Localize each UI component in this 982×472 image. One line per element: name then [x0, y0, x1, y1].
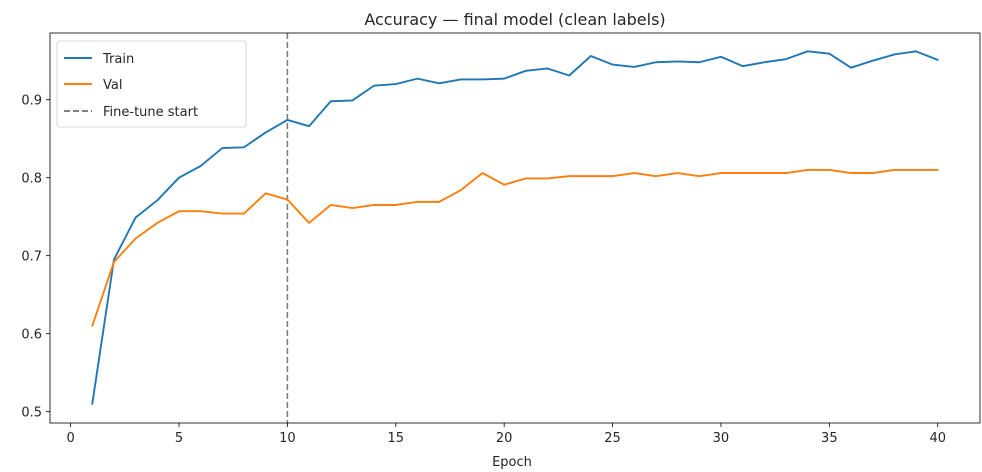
- x-axis-label: Epoch: [492, 455, 532, 470]
- x-tick-label: 15: [387, 431, 404, 446]
- legend: Train Val Fine-tune start: [56, 40, 247, 128]
- chart-title: Accuracy — final model (clean labels): [364, 10, 665, 29]
- x-tick-label: 35: [821, 431, 838, 446]
- x-tick-label: 10: [279, 431, 296, 446]
- x-tick-label: 20: [496, 431, 513, 446]
- legend-label-train: Train: [102, 52, 134, 67]
- legend-box: [56, 40, 247, 128]
- x-tick-label: 5: [175, 431, 183, 446]
- legend-label-val: Val: [103, 78, 122, 93]
- y-tick-label: 0.6: [21, 328, 42, 343]
- x-tick-label: 40: [929, 431, 946, 446]
- y-tick-label: 0.7: [21, 250, 42, 265]
- x-tick-label: 30: [713, 431, 730, 446]
- plot-frame: [49, 32, 981, 424]
- series-line-train: [91, 50, 939, 405]
- legend-label-fine-tune: Fine-tune start: [103, 105, 198, 120]
- y-tick-label: 0.8: [21, 172, 42, 187]
- y-tick-label: 0.5: [21, 406, 42, 421]
- y-axis: 0.5 0.6 0.7 0.8 0.9: [21, 94, 50, 421]
- x-tick-label: 25: [604, 431, 621, 446]
- x-tick-label: 0: [66, 431, 74, 446]
- y-tick-label: 0.9: [21, 94, 42, 109]
- series-line-val: [91, 168, 939, 327]
- x-axis: 0 5 10 15 20 25 30 35 40: [66, 423, 946, 446]
- plot-area: [91, 33, 939, 423]
